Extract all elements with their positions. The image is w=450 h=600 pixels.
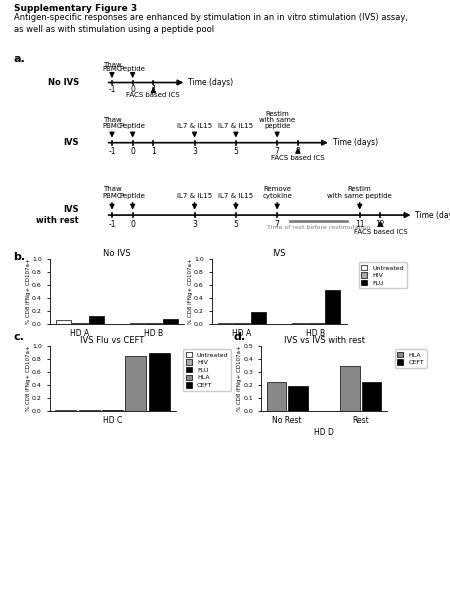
Bar xyxy=(251,311,266,324)
Title: IVS: IVS xyxy=(272,250,286,259)
Text: 0: 0 xyxy=(130,146,135,155)
Text: Peptide: Peptide xyxy=(120,193,145,199)
Text: -1: -1 xyxy=(108,146,116,155)
Bar xyxy=(292,323,307,324)
Text: Supplementary Figure 3: Supplementary Figure 3 xyxy=(14,4,137,13)
Text: FACS based ICS: FACS based ICS xyxy=(271,155,324,161)
Text: Peptide: Peptide xyxy=(120,123,145,129)
Text: 3: 3 xyxy=(192,220,197,229)
Text: 7: 7 xyxy=(274,146,279,155)
Bar xyxy=(325,290,340,324)
Text: Restim: Restim xyxy=(348,186,372,192)
Text: Time (days): Time (days) xyxy=(415,211,450,220)
Text: d.: d. xyxy=(234,332,246,342)
Text: Thaw: Thaw xyxy=(103,117,122,123)
Bar xyxy=(146,323,162,324)
Text: with same: with same xyxy=(259,117,295,123)
Title: IVS Flu vs CEFT: IVS Flu vs CEFT xyxy=(81,337,144,346)
Bar xyxy=(340,365,360,411)
Text: 5: 5 xyxy=(234,220,239,229)
Text: cytokine: cytokine xyxy=(262,193,292,199)
Bar xyxy=(308,323,324,324)
Text: Time of rest before restimulation: Time of rest before restimulation xyxy=(267,224,370,230)
Text: b.: b. xyxy=(14,252,26,262)
Text: IVS: IVS xyxy=(63,138,79,147)
Text: Restim: Restim xyxy=(265,111,289,117)
Bar xyxy=(89,316,104,324)
Text: 7: 7 xyxy=(274,220,279,229)
Text: 0: 0 xyxy=(130,85,135,94)
Y-axis label: % CD8 IFNg+ CD107a+: % CD8 IFNg+ CD107a+ xyxy=(26,346,31,412)
Y-axis label: % CD8 IFNg+ CD107a+: % CD8 IFNg+ CD107a+ xyxy=(26,259,31,325)
Text: IL7 & IL15: IL7 & IL15 xyxy=(177,123,212,129)
Text: -1: -1 xyxy=(108,85,116,94)
Text: Antigen-specific responses are enhanced by stimulation in an in vitro stimulatio: Antigen-specific responses are enhanced … xyxy=(14,13,408,34)
Bar xyxy=(102,410,123,411)
Bar xyxy=(72,323,88,324)
Text: Thaw: Thaw xyxy=(103,62,122,68)
Text: a.: a. xyxy=(14,54,25,64)
Bar xyxy=(149,353,170,411)
Text: Thaw: Thaw xyxy=(103,186,122,192)
Text: No IVS: No IVS xyxy=(48,78,79,87)
Text: 3: 3 xyxy=(192,146,197,155)
X-axis label: HD D: HD D xyxy=(314,428,334,437)
Bar xyxy=(288,386,308,411)
Text: PBMC: PBMC xyxy=(102,193,122,199)
Text: FACS based ICS: FACS based ICS xyxy=(354,229,407,235)
Text: 11: 11 xyxy=(355,220,364,229)
Text: IVS
with rest: IVS with rest xyxy=(36,205,79,225)
Legend: Untreated, HIV, FLU: Untreated, HIV, FLU xyxy=(359,262,406,289)
Text: 5: 5 xyxy=(234,146,239,155)
Text: IL7 & IL15: IL7 & IL15 xyxy=(177,193,212,199)
Title: IVS vs IVS with rest: IVS vs IVS with rest xyxy=(284,337,364,346)
Text: 8: 8 xyxy=(295,146,300,155)
Text: IL7 & IL15: IL7 & IL15 xyxy=(218,123,253,129)
Bar xyxy=(362,382,381,411)
Text: peptide: peptide xyxy=(264,123,290,129)
Legend: Untreated, HIV, FLU, HLA, CEFT: Untreated, HIV, FLU, HLA, CEFT xyxy=(183,349,231,391)
Text: 1: 1 xyxy=(151,146,156,155)
Text: Time (days): Time (days) xyxy=(189,78,234,87)
Text: 1: 1 xyxy=(151,85,156,94)
Text: PBMC: PBMC xyxy=(102,123,122,129)
Y-axis label: % CD8 IFNg+ CD107a+: % CD8 IFNg+ CD107a+ xyxy=(188,259,193,325)
Text: IL7 & IL15: IL7 & IL15 xyxy=(218,193,253,199)
Text: Remove: Remove xyxy=(263,186,291,192)
Legend: HLA, CEFT: HLA, CEFT xyxy=(395,349,427,368)
Bar xyxy=(234,323,250,324)
Bar xyxy=(267,382,286,411)
Text: 0: 0 xyxy=(130,220,135,229)
Text: 12: 12 xyxy=(376,220,385,229)
Title: No IVS: No IVS xyxy=(103,250,131,259)
Text: Peptide: Peptide xyxy=(120,66,145,72)
Bar xyxy=(218,323,233,324)
Text: PBMC: PBMC xyxy=(102,66,122,72)
Y-axis label: % CD8 IFNg+ CD107a+: % CD8 IFNg+ CD107a+ xyxy=(237,346,242,412)
Bar xyxy=(163,319,178,324)
Bar xyxy=(55,410,76,411)
Bar xyxy=(56,320,71,324)
Bar xyxy=(130,323,145,324)
Bar xyxy=(126,356,146,411)
Bar xyxy=(79,410,99,411)
Text: FACS based ICS: FACS based ICS xyxy=(126,92,180,98)
Text: with same peptide: with same peptide xyxy=(327,193,392,199)
Text: -1: -1 xyxy=(108,220,116,229)
Text: Time (days): Time (days) xyxy=(333,138,378,147)
Text: c.: c. xyxy=(14,332,24,342)
